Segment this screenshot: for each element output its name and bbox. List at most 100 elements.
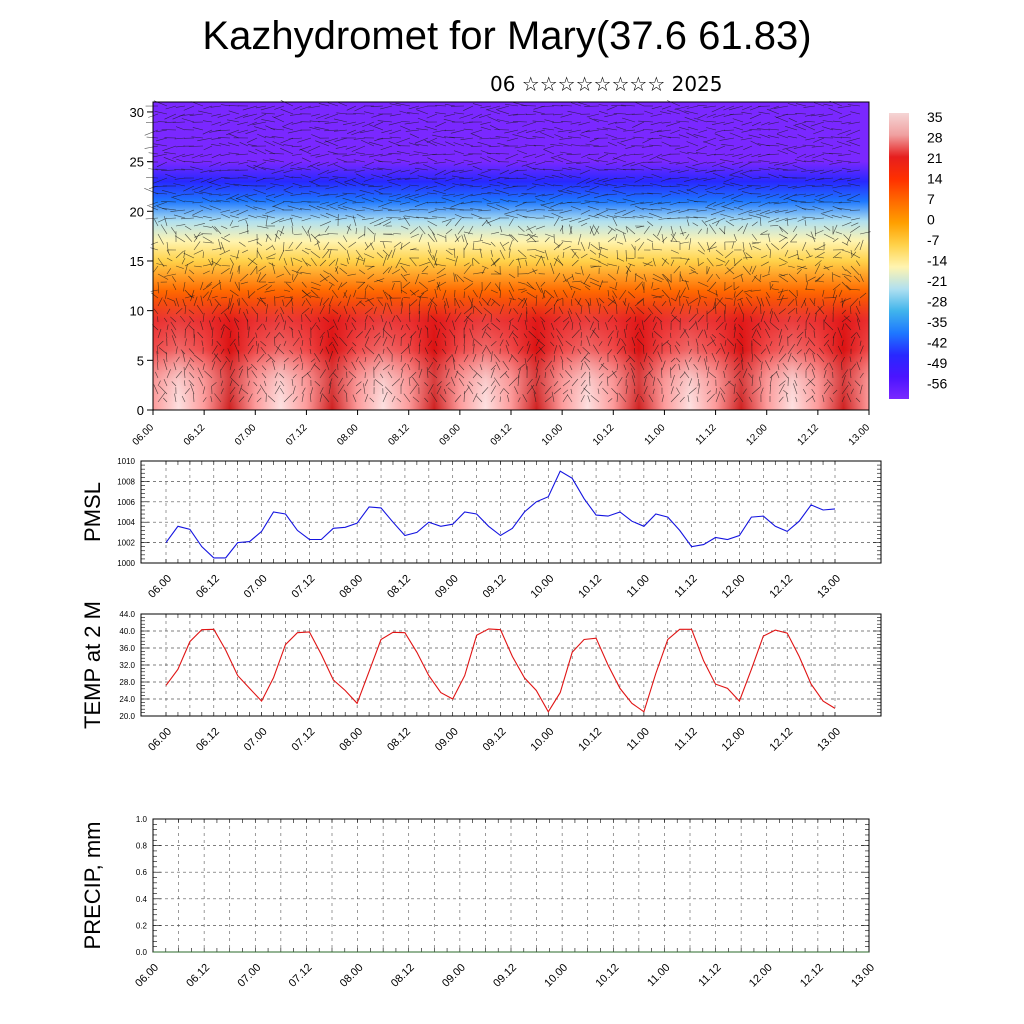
ytick-label: 36.0 — [119, 644, 135, 653]
colorbar-label: -14 — [927, 253, 947, 269]
y-axis-title: PRECIP, mm — [80, 822, 105, 950]
xtick-label: 11.12 — [672, 726, 699, 753]
ytick-label: 20.0 — [119, 712, 135, 721]
colorbar-label: -35 — [927, 314, 947, 330]
cross-ytick-label: 0 — [137, 403, 144, 418]
xtick-label: 13.00 — [849, 962, 877, 990]
colorbar-label: 21 — [927, 150, 943, 166]
cross-xtick-label: 09.00 — [438, 422, 464, 448]
xtick-label: 10.00 — [542, 962, 570, 990]
series-line — [165, 628, 836, 713]
xtick-label: 12.00 — [747, 962, 775, 990]
ytick-label: 1008 — [117, 477, 135, 486]
cross-section-panel: 0 5 10 15 20 25 30 06.00 06.12 07.00 07.12 08.00 08.… — [130, 100, 873, 448]
chart-subtitle: 06 ☆☆☆☆☆☆☆☆ 2025 — [490, 72, 723, 96]
xtick-label: 10.12 — [576, 573, 604, 601]
ytick-label: 0.0 — [136, 948, 148, 957]
colorbar-label: -49 — [927, 355, 947, 371]
xtick-label: 07.00 — [242, 726, 270, 754]
xtick-label: 08.00 — [337, 726, 365, 754]
ytick-label: 28.0 — [119, 678, 135, 687]
ytick-label: 44.0 — [119, 610, 135, 619]
xtick-label: 09.00 — [433, 726, 461, 754]
cross-xtick-label: 11.00 — [643, 422, 668, 447]
xtick-label: 11.12 — [672, 573, 699, 600]
cross-ytick-label: 20 — [130, 204, 144, 219]
xtick-label: 13.00 — [815, 726, 843, 754]
ytick-label: 24.0 — [119, 695, 135, 704]
panel-frame — [140, 460, 882, 564]
surface-diurnal-heating — [153, 300, 869, 410]
cross-xtick-label: 10.00 — [540, 422, 566, 448]
ytick-label: 0.4 — [136, 895, 148, 904]
ytick-label: 1006 — [117, 498, 135, 507]
xtick-label: 10.12 — [593, 962, 621, 990]
xtick-label: 10.00 — [528, 573, 556, 601]
colorbar-label: 14 — [927, 171, 943, 187]
xtick-label: 07.12 — [290, 726, 318, 754]
chart-title: Kazhydromet for Mary(37.6 61.83) — [202, 14, 812, 58]
xtick-label: 12.00 — [720, 573, 748, 601]
xtick-label: 09.00 — [433, 573, 461, 601]
cross-xtick-label: 12.00 — [744, 422, 770, 448]
xtick-label: 09.12 — [481, 573, 509, 601]
ytick-label: 1.0 — [136, 815, 148, 824]
temp-2m-panel: 44.0 40.0 36.0 32.0 28.0 24.0 20.0 06.00 06.12 07… — [80, 601, 882, 754]
xtick-label: 06.12 — [194, 573, 222, 601]
xtick-label: 09.12 — [481, 726, 509, 754]
cross-xtick-label: 08.00 — [335, 422, 361, 448]
xtick-label: 08.12 — [389, 962, 417, 990]
cross-xtick-label: 10.12 — [591, 422, 617, 448]
colorbar-label: -56 — [927, 376, 947, 392]
colorbar-label: 7 — [927, 191, 935, 207]
ytick-label: 40.0 — [119, 627, 135, 636]
xtick-label: 06.00 — [146, 573, 174, 601]
xtick-label: 10.12 — [576, 726, 604, 754]
xtick-label: 13.00 — [815, 573, 843, 601]
colorbar-label: 35 — [927, 109, 943, 125]
xtick-label: 07.12 — [290, 573, 318, 601]
xtick-label: 11.00 — [625, 573, 652, 600]
y-axis-title: PMSL — [80, 482, 105, 542]
cross-xtick-label: 13.00 — [847, 422, 873, 448]
xtick-label: 11.00 — [645, 962, 672, 989]
xtick-label: 07.12 — [287, 962, 315, 990]
cross-ytick-label: 10 — [130, 304, 144, 319]
cross-xtick-label: 06.00 — [131, 422, 157, 448]
xtick-label: 06.12 — [194, 726, 222, 754]
cross-ytick-label: 5 — [137, 353, 144, 368]
cross-ytick-label: 15 — [130, 254, 144, 269]
colorbar-label: 28 — [927, 130, 943, 146]
colorbar-label: -21 — [927, 273, 947, 289]
wind-vectors — [144, 100, 871, 403]
xtick-label: 07.00 — [235, 962, 263, 990]
ytick-label: 1002 — [117, 539, 135, 548]
cross-xtick-label: 08.12 — [386, 422, 412, 448]
colorbar-label: -7 — [927, 232, 940, 248]
cross-ytick-label: 25 — [130, 155, 144, 170]
cross-ytick-label: 30 — [130, 105, 144, 120]
xtick-label: 08.00 — [338, 962, 366, 990]
xtick-label: 11.12 — [696, 962, 723, 989]
colorbar-label: -42 — [927, 335, 947, 351]
xtick-label: 06.00 — [133, 962, 161, 990]
xtick-label: 06.12 — [184, 962, 212, 990]
xtick-label: 12.12 — [767, 573, 795, 601]
xtick-label: 08.00 — [337, 573, 365, 601]
xtick-label: 12.12 — [767, 726, 795, 754]
ytick-label: 1004 — [117, 518, 135, 527]
series-line — [165, 470, 836, 559]
colorbar-label: 0 — [927, 212, 935, 228]
cross-xtick-label: 06.12 — [182, 422, 208, 448]
ytick-label: 1000 — [117, 559, 135, 568]
colorbar: 35 28 21 14 7 0 -7 -14 -21 -28 -35 -42 -49 -56 — [889, 109, 947, 399]
xtick-label: 09.00 — [440, 962, 468, 990]
y-axis-title: TEMP at 2 M — [80, 601, 105, 729]
ytick-label: 32.0 — [119, 661, 135, 670]
xtick-label: 12.12 — [798, 962, 826, 990]
pmsl-panel: 1010 1008 1006 1004 1002 1000 06.00 06.12 07.00 0… — [80, 457, 882, 601]
colorbar-label: -28 — [927, 294, 947, 310]
cross-xtick-label: 07.12 — [284, 422, 310, 448]
cross-xtick-label: 09.12 — [489, 422, 515, 448]
